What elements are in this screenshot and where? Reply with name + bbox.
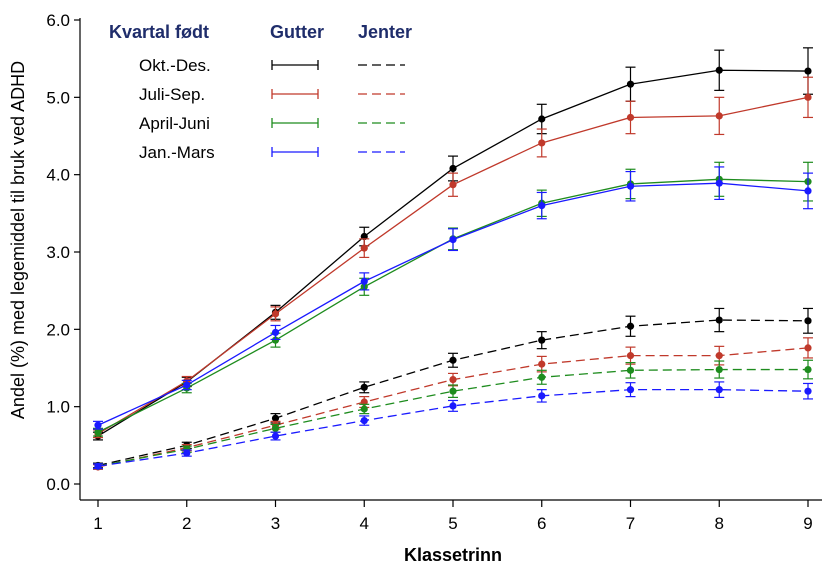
y-tick-label: 0.0 (46, 475, 70, 494)
data-point (449, 376, 457, 384)
data-point (626, 322, 635, 330)
y-tick-label: 6.0 (46, 11, 70, 30)
x-tick-label: 1 (93, 514, 102, 533)
data-point (715, 365, 723, 374)
data-point (804, 93, 812, 101)
legend-header-group: Kvartal født (109, 22, 209, 42)
data-point (271, 336, 280, 344)
data-point (360, 405, 368, 413)
y-tick-label: 5.0 (46, 88, 70, 107)
legend-header-girls: Jenter (358, 22, 412, 42)
y-tick-label: 4.0 (46, 166, 70, 185)
data-point (804, 365, 812, 374)
x-tick-label: 6 (537, 514, 546, 533)
axes (79, 18, 822, 501)
legend-label: Jan.-Mars (139, 143, 215, 162)
data-point (360, 244, 368, 252)
x-tick-label: 9 (803, 514, 812, 533)
data-point (804, 317, 812, 325)
x-tick-label: 7 (626, 514, 635, 533)
data-point (183, 381, 191, 389)
data-point (715, 386, 723, 394)
data-point (538, 373, 546, 381)
data-point (271, 414, 280, 422)
data-point (626, 113, 635, 122)
x-tick-label: 5 (448, 514, 457, 533)
data-point (626, 182, 635, 190)
x-tick-label: 8 (715, 514, 724, 533)
data-point (449, 387, 457, 395)
data-point (538, 202, 546, 210)
data-point (626, 366, 635, 374)
y-axis-title: Andel (%) med legemiddel til bruk ved AD… (8, 61, 28, 419)
y-ticks: 0.0 1.0 2.0 3.0 4.0 5.0 6.0 (46, 11, 80, 494)
data-point (538, 336, 546, 344)
data-point (538, 139, 546, 147)
legend-rows: Okt.-Des. Juli-Sep. April-Juni Jan.-Mars (139, 56, 405, 162)
data-point (360, 383, 368, 391)
data-point (715, 66, 723, 74)
data-point (449, 356, 457, 364)
x-ticks: 1 2 3 4 5 6 7 8 9 (93, 500, 813, 533)
series-1 (93, 76, 813, 439)
data-point (360, 416, 368, 425)
data-point (449, 164, 457, 173)
data-point (538, 115, 546, 123)
data-point (271, 310, 280, 318)
data-point (449, 236, 457, 244)
data-point (626, 80, 635, 88)
data-point (804, 344, 812, 352)
data-point (449, 181, 457, 189)
y-tick-label: 1.0 (46, 398, 70, 417)
data-point (804, 67, 812, 75)
series-line (97, 368, 808, 467)
series-3 (93, 166, 813, 430)
data-point (449, 402, 457, 410)
data-point (804, 187, 812, 195)
data-point (94, 428, 102, 436)
data-point (626, 352, 635, 360)
data-point (538, 360, 546, 368)
legend-label: Okt.-Des. (139, 56, 211, 75)
data-point (271, 432, 280, 440)
legend-header-boys: Gutter (270, 22, 324, 42)
data-point (715, 112, 723, 120)
data-point (94, 462, 102, 470)
data-point (804, 387, 812, 395)
y-tick-label: 2.0 (46, 320, 70, 339)
data-point (715, 316, 723, 324)
data-point (271, 328, 280, 337)
data-point (715, 179, 723, 187)
x-tick-label: 4 (360, 514, 369, 533)
legend: Kvartal født Gutter Jenter Okt.-Des. Juli… (109, 22, 412, 162)
data-point (183, 449, 191, 457)
data-point (626, 386, 635, 394)
x-tick-label: 3 (271, 514, 280, 533)
x-axis-title: Klassetrinn (404, 545, 502, 565)
legend-label: Juli-Sep. (139, 85, 205, 104)
series-layer (93, 47, 813, 471)
x-tick-label: 2 (182, 514, 191, 533)
data-point (715, 352, 723, 360)
series-7 (93, 381, 813, 470)
data-point (94, 421, 102, 429)
data-point (538, 392, 546, 400)
data-point (360, 277, 368, 285)
y-tick-label: 3.0 (46, 243, 70, 262)
series-line (97, 389, 809, 467)
legend-label: April-Juni (139, 114, 210, 133)
data-point (271, 424, 280, 432)
